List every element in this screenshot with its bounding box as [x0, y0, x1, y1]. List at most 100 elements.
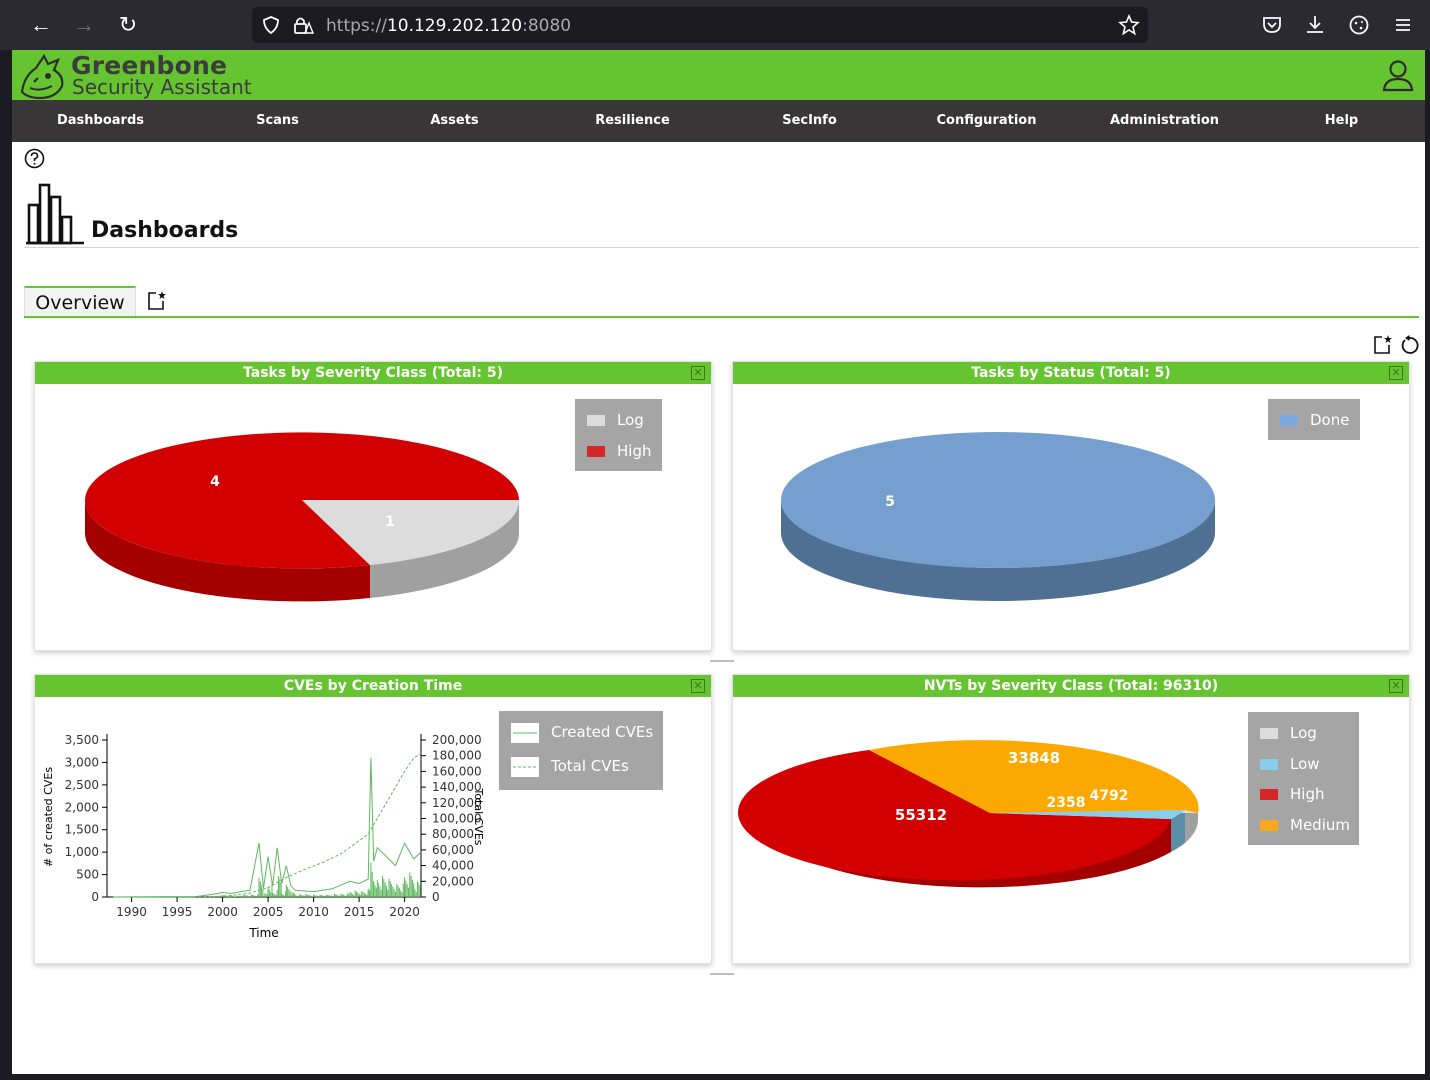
legend-item-log: Log	[587, 410, 644, 430]
legend-item-total: Total CVEs	[511, 755, 629, 777]
panel-cves-creation: CVEs by Creation Time ✕ 1990 1995 2000 2005…	[34, 674, 712, 964]
y-left-tick-label: 2,000	[65, 800, 99, 814]
panel-title[interactable]: NVTs by Severity Class (Total: 96310)	[733, 675, 1409, 697]
pie-side-high	[84, 500, 370, 602]
pie-slice-done	[781, 432, 1215, 568]
legend-label: Total CVEs	[551, 757, 629, 775]
menu-resilience[interactable]: Resilience	[595, 113, 670, 128]
legend-item-high: High	[587, 441, 651, 461]
main-menu: Dashboards Scans Assets Resilience SecIn…	[12, 100, 1425, 142]
app-title: Greenbone	[71, 51, 228, 80]
x-tick-label: 1995	[162, 905, 193, 919]
tab-underline	[24, 316, 1419, 318]
browser-toolbar: ← → ↻ https://10.129.202.120:8080	[0, 0, 1430, 50]
legend: Log High	[575, 399, 662, 471]
legend-swatch	[1280, 415, 1298, 426]
legend-label: Log	[1290, 724, 1317, 742]
legend-label: High	[1290, 785, 1325, 803]
legend-label: Log	[617, 411, 644, 429]
pie-side-low	[1171, 810, 1185, 852]
y-right-tick-label: 60,000	[432, 843, 474, 857]
legend: Done	[1268, 399, 1360, 440]
menu-administration[interactable]: Administration	[1109, 113, 1220, 128]
x-tick-label: 2010	[298, 905, 329, 919]
pie-label-done: 5	[885, 494, 895, 510]
panel-nvts-severity: NVTs by Severity Class (Total: 96310) ✕ …	[732, 674, 1410, 964]
y-left-tick-label: 3,000	[65, 755, 99, 769]
legend-swatch	[511, 756, 539, 777]
y-left-tick-label: 500	[76, 868, 99, 882]
legend-swatch	[1260, 820, 1278, 831]
close-icon[interactable]: ✕	[1389, 679, 1403, 693]
pie-slice-high	[85, 432, 519, 569]
legend-swatch	[511, 722, 539, 743]
y-left-tick-label: 1,500	[65, 823, 99, 837]
legend-label: Created CVEs	[551, 723, 654, 741]
tab-overview[interactable]: Overview	[24, 286, 136, 319]
y-left-tick-label: 2,500	[65, 778, 99, 792]
bookmark-star-icon[interactable]	[1118, 14, 1140, 36]
panel-tasks-status: Tasks by Status (Total: 5) ✕ 5 Done	[732, 361, 1410, 651]
menu-secinfo[interactable]: SecInfo	[782, 113, 837, 128]
pie-side-log	[370, 500, 520, 598]
forward-icon[interactable]: →	[73, 12, 95, 37]
legend-item-medium: Medium	[1260, 815, 1350, 835]
pie-label-log: 1	[385, 514, 395, 530]
y-axis-right-label: Total CVEs	[472, 787, 485, 845]
page-viewport: Greenbone Security Assistant Dashboards …	[12, 50, 1425, 1074]
legend-item-done: Done	[1280, 410, 1349, 430]
pie-side-log	[1185, 810, 1199, 843]
y-right-tick-label: 180,000	[432, 749, 482, 763]
legend-label: Low	[1290, 755, 1320, 773]
cookie-icon[interactable]	[1347, 13, 1371, 37]
reload-icon[interactable]: ↻	[118, 12, 138, 37]
help-icon[interactable]	[24, 148, 45, 169]
legend-swatch	[1260, 728, 1278, 739]
app-header: Greenbone Security Assistant	[12, 50, 1425, 100]
user-icon[interactable]	[1382, 58, 1414, 92]
panel-title[interactable]: CVEs by Creation Time	[35, 675, 711, 697]
add-dashboard-icon[interactable]	[146, 290, 168, 312]
pocket-icon[interactable]	[1260, 13, 1284, 37]
panel-title[interactable]: Tasks by Severity Class (Total: 5)	[35, 362, 711, 384]
legend-swatch	[1260, 759, 1278, 770]
menu-help[interactable]: Help	[1324, 113, 1359, 128]
y-right-tick-label: 20,000	[432, 874, 474, 888]
series-created-cves	[113, 757, 422, 898]
url-text[interactable]: https://10.129.202.120:8080	[326, 16, 572, 36]
add-widget-icon[interactable]	[1372, 334, 1394, 356]
pie-slice-log	[302, 500, 520, 565]
menu-dashboards[interactable]: Dashboards	[56, 113, 145, 128]
reset-icon[interactable]	[1399, 335, 1420, 356]
resize-handle[interactable]	[710, 660, 734, 662]
y-left-tick-label: 0	[91, 890, 99, 904]
y-right-tick-label: 160,000	[432, 764, 482, 778]
back-icon[interactable]: ←	[30, 12, 52, 37]
x-tick-label: 2020	[389, 905, 420, 919]
legend-swatch	[587, 446, 605, 457]
panel-title[interactable]: Tasks by Status (Total: 5)	[733, 362, 1409, 384]
address-bar[interactable]: https://10.129.202.120:8080	[252, 7, 1148, 43]
legend-item-high: High	[1260, 784, 1324, 804]
menu-configuration[interactable]: Configuration	[936, 113, 1037, 128]
close-icon[interactable]: ✕	[691, 679, 705, 693]
greenbone-logo-icon[interactable]	[18, 52, 70, 100]
menu-icon[interactable]	[1391, 13, 1415, 37]
pie-slice-medium	[869, 740, 1199, 813]
close-icon[interactable]: ✕	[691, 366, 705, 380]
app-subtitle: Security Assistant	[72, 75, 252, 99]
download-icon[interactable]	[1303, 13, 1327, 37]
lock-warning-icon	[294, 17, 314, 34]
legend-label: High	[617, 442, 652, 460]
menu-scans[interactable]: Scans	[256, 113, 299, 128]
nvts-severity-pie: 33848 55312 2358 4792	[738, 740, 1199, 888]
tasks-severity-pie: 4 1	[84, 432, 520, 602]
menu-assets[interactable]: Assets	[430, 113, 479, 128]
y-right-tick-label: 40,000	[432, 859, 474, 873]
pie-label-log: 4792	[1090, 788, 1129, 804]
legend-item-created: Created CVEs	[511, 721, 653, 743]
resize-handle[interactable]	[710, 973, 734, 975]
cves-line-chart: 1990 1995 2000 2005 2010 2015 2020 0 500 1,000 1,5…	[42, 733, 485, 940]
close-icon[interactable]: ✕	[1389, 366, 1403, 380]
x-tick-label: 2005	[253, 905, 284, 919]
